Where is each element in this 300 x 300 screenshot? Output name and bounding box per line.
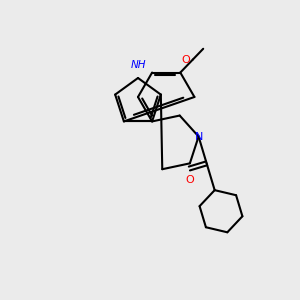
Text: NH: NH: [130, 60, 146, 70]
Text: O: O: [181, 55, 190, 64]
Text: O: O: [185, 175, 194, 184]
Text: N: N: [194, 131, 203, 142]
